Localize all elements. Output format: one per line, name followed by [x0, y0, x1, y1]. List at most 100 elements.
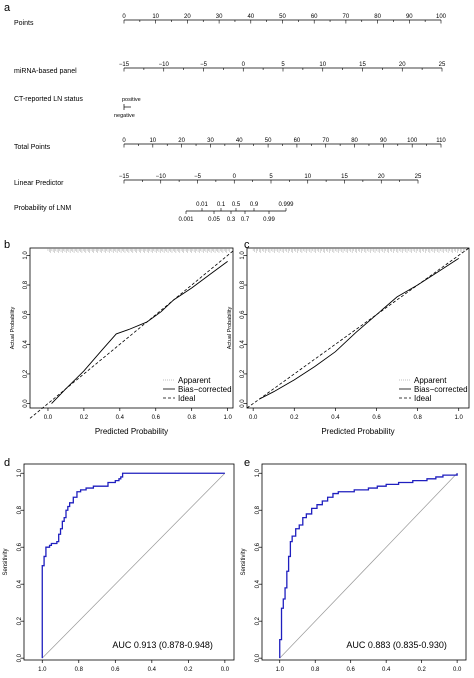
y-tick-label: 1.0	[240, 251, 246, 260]
y-axis-title: Sensitivity	[241, 548, 247, 575]
roc-curve	[41, 472, 225, 659]
nomogram-row-label: Probability of LNM	[14, 205, 71, 212]
panel-b-label: b	[4, 239, 10, 251]
probability-tick-label-bottom: 0.7	[241, 217, 250, 223]
x-tick-label: 1.0	[223, 415, 232, 421]
nomogram-row-label: CT-reported LN status	[14, 96, 83, 103]
x-tick-label: 0.2	[290, 415, 299, 421]
nomogram-tick-label: 40	[236, 138, 243, 144]
roc-panel-d: d 1.00.80.60.40.20.00.00.20.40.60.81.0Sp…	[3, 457, 235, 673]
y-tick-label: 0.4	[17, 579, 23, 588]
nomogram-tick-label: 110	[436, 138, 446, 144]
nomogram-tick-label: 30	[207, 138, 214, 144]
nomogram-tick-label: 10	[304, 174, 311, 180]
plot-frame	[246, 247, 470, 409]
auc-annotation: AUC 0.883 (0.835-0.930)	[346, 640, 447, 650]
x-tick-label: 0.4	[382, 667, 391, 673]
nomogram-row-label: Linear Predictor	[14, 180, 64, 187]
probability-tick-label-top: 0.01	[196, 202, 208, 208]
nomogram-tick-label: 10	[319, 62, 326, 68]
x-tick-label: 0.2	[184, 667, 193, 673]
plot-frame	[261, 463, 467, 661]
x-tick-label: 0.6	[347, 667, 356, 673]
y-tick-label: 0.0	[23, 399, 29, 408]
nomogram-tick-label: 50	[265, 138, 272, 144]
x-tick-label: 0.2	[80, 415, 89, 421]
y-tick-label: 0.0	[17, 653, 23, 662]
panel-a-label: a	[4, 2, 11, 14]
roc-panel-e: e 1.00.80.60.40.20.00.00.20.40.60.81.0Sp…	[241, 457, 467, 673]
y-tick-label: 0.4	[240, 339, 246, 348]
nomogram-tick-label: 25	[415, 174, 422, 180]
nomogram-tick-label: 80	[351, 138, 358, 144]
bias-corrected-line	[51, 260, 228, 404]
x-tick-label: 0.8	[311, 667, 320, 673]
nomogram-tick-label: 20	[178, 138, 185, 144]
nomogram-tick-label: −15	[119, 174, 130, 180]
nomogram-tick-label: 5	[281, 62, 285, 68]
ln-status-positive: positive	[122, 97, 141, 103]
y-axis-title: Actual Probability	[227, 307, 233, 350]
reference-diagonal	[42, 472, 226, 659]
x-tick-label: 0.8	[188, 415, 197, 421]
x-tick-label: 0.8	[413, 415, 422, 421]
rug-marks	[47, 248, 230, 253]
y-tick-label: 0.8	[17, 505, 23, 514]
y-tick-label: 0.6	[17, 542, 23, 551]
calibration-panel-b: b 0.0 0.2 0.4 0.6 0.8 1.0 0.0 0.2 0.4 0.6 0.8 1.0 Pr…	[4, 239, 234, 436]
x-axis-title: Predicted Probability	[95, 427, 168, 436]
x-tick-label: 0.6	[152, 415, 161, 421]
x-tick-label: 1.0	[276, 667, 285, 673]
x-tick-label: 0.6	[111, 667, 120, 673]
nomogram-tick-label: 20	[399, 62, 406, 68]
nomogram-tick-label: 5	[269, 174, 273, 180]
nomogram-tick-label: 10	[149, 138, 156, 144]
legend-entry: Bias−corrected	[414, 385, 468, 394]
probability-tick-label-top: 0.1	[217, 202, 226, 208]
x-tick-label: 1.0	[455, 415, 464, 421]
nomogram-tick-label: 50	[279, 14, 286, 20]
nomogram-tick-label: 60	[294, 138, 301, 144]
legend-entry: Apparent	[178, 376, 211, 385]
nomogram-tick-label: 25	[439, 62, 446, 68]
x-tick-label: 0.8	[75, 667, 84, 673]
y-axis-title: Actual Probability	[10, 307, 16, 350]
legend-entry: Ideal	[178, 394, 196, 403]
reference-diagonal	[279, 473, 458, 659]
nomogram-tick-label: 0	[242, 62, 246, 68]
y-tick-label: 0.2	[240, 369, 246, 378]
probability-tick-label-top: 0.5	[232, 202, 241, 208]
plot-frame	[23, 463, 235, 661]
nomogram-tick-label: 100	[407, 138, 418, 144]
y-tick-label: 0.8	[23, 280, 29, 289]
y-tick-label: 0.0	[240, 399, 246, 408]
x-axis-title: Predicted Probability	[321, 427, 394, 436]
auc-annotation: AUC 0.913 (0.878-0.948)	[112, 640, 213, 650]
nomogram-row-label: Total Points	[14, 144, 51, 151]
y-tick-label: 0.2	[23, 369, 29, 378]
nomogram-tick-label: 90	[380, 138, 387, 144]
legend-entry: Apparent	[414, 376, 447, 385]
nomogram-tick-label: −10	[156, 174, 167, 180]
nomogram-tick-label: −15	[119, 62, 130, 68]
nomogram-tick-label: 100	[436, 14, 447, 20]
y-tick-label: 0.4	[23, 339, 29, 348]
probability-tick-label-top: 0.9	[250, 202, 259, 208]
nomogram-tick-label: 20	[184, 14, 191, 20]
y-axis-title: Sensitivity	[3, 548, 9, 575]
probability-tick-label-bottom: 0.3	[227, 217, 236, 223]
bias-corrected-line	[259, 257, 459, 400]
rug-marks	[252, 248, 466, 253]
ideal-line	[246, 247, 470, 409]
x-tick-label: 1.0	[38, 667, 47, 673]
ideal-line	[29, 250, 234, 419]
y-tick-label: 0.6	[240, 310, 246, 319]
legend-entry: Ideal	[414, 394, 432, 403]
nomogram-tick-label: 90	[406, 14, 413, 20]
y-tick-label: 0.8	[240, 280, 246, 289]
x-tick-label: 0.0	[44, 415, 53, 421]
nomogram-tick-label: 80	[374, 14, 381, 20]
panel-c-label: c	[244, 239, 250, 251]
